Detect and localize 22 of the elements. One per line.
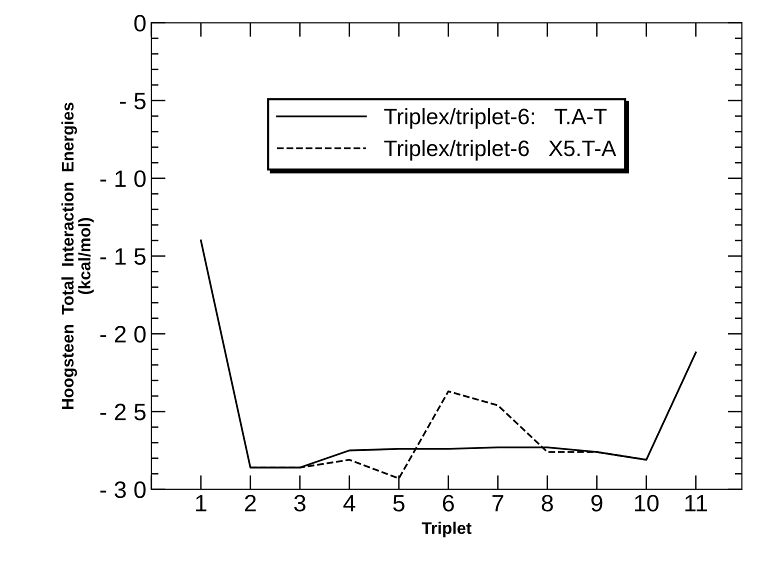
y-tick-label: - 2 5 xyxy=(100,404,146,420)
x-tick-label: 9 xyxy=(591,494,602,512)
x-tick-label: 8 xyxy=(542,494,553,512)
x-tick-label: 7 xyxy=(492,495,504,512)
legend-label: Triplex/triplet-6: T.A-T xyxy=(384,108,607,129)
y-tick-label: - 2 0 xyxy=(100,326,146,343)
x-tick-label: 2 xyxy=(245,494,256,512)
x-tick-label: 10 xyxy=(635,494,659,512)
y-tick-label: - 1 0 xyxy=(100,170,146,188)
x-tick-label: 1 xyxy=(196,495,206,512)
y-tick-label: - 5 xyxy=(120,92,146,110)
y-tick-label: - 1 5 xyxy=(100,248,146,265)
x-tick-label: 11 xyxy=(685,495,707,512)
x-tick-label: 5 xyxy=(393,495,404,512)
x-tick-label: 4 xyxy=(343,495,356,512)
x-tick-label: 3 xyxy=(294,494,306,512)
legend-label: Triplex/triplet-6 X5.T-A xyxy=(384,140,616,161)
x-tick-label: 6 xyxy=(442,494,454,512)
y-tick-label: 0 xyxy=(134,14,146,32)
y-axis-title: Hoogsteen Total Interaction Energies (kcal/mol) xyxy=(61,102,94,409)
y-tick-label: - 3 0 xyxy=(100,481,146,498)
x-axis-title: Triplet xyxy=(422,522,472,538)
